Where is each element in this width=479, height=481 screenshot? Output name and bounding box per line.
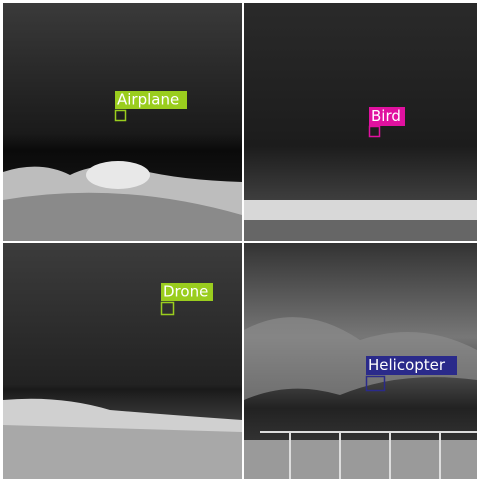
detection-label: Drone	[163, 283, 208, 301]
fence	[260, 431, 477, 479]
field	[244, 220, 477, 241]
panel-drone: Drone	[3, 243, 242, 479]
panel-helicopter: Helicopter	[244, 243, 477, 479]
label-background	[369, 107, 405, 126]
detection-label: Helicopter	[368, 356, 446, 374]
panel-airplane: Airplane	[3, 3, 242, 241]
label-background	[161, 283, 213, 301]
bounding-box	[114, 109, 127, 122]
bounding-box	[368, 125, 381, 138]
field	[3, 425, 242, 479]
trees	[86, 161, 150, 189]
label-background	[115, 91, 187, 109]
ground	[244, 440, 477, 479]
detection-label: Airplane	[117, 91, 179, 109]
bounding-box	[160, 301, 175, 316]
detection-label: Bird	[371, 107, 401, 125]
treeline	[244, 200, 477, 220]
clouds	[244, 317, 477, 400]
bounding-box	[365, 375, 386, 392]
panel-bird: Bird	[244, 3, 477, 241]
label-background	[366, 356, 457, 375]
field	[3, 192, 242, 241]
